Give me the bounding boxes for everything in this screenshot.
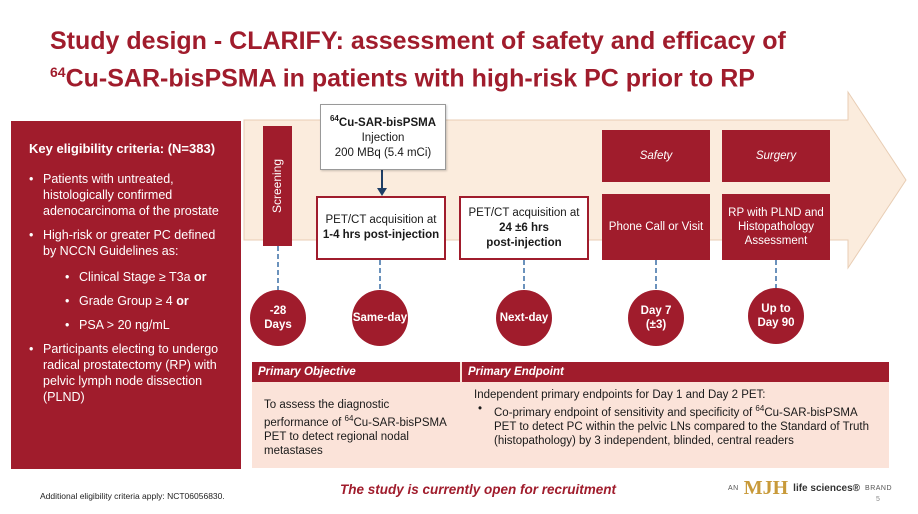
primary-endpoint-text: Independent primary endpoints for Day 1 … xyxy=(474,388,879,448)
eligibility-heading: Key eligibility criteria: (N=383) xyxy=(29,141,216,156)
slide-title: Study design - CLARIFY: assessment of sa… xyxy=(50,26,890,94)
injection-label: Injection xyxy=(361,131,405,144)
eligibility-item-rp: Participants electing to undergo radical… xyxy=(29,341,231,405)
injection-superscript: 64 xyxy=(329,114,339,123)
objective-superscript: 64 xyxy=(344,414,354,423)
pet-box-day1: PET/CT acquisition at 1-4 hrs post-injec… xyxy=(316,196,446,260)
objectives-table: Primary Objective Primary Endpoint To as… xyxy=(252,362,889,468)
primary-objective-text: To assess the diagnostic performance of … xyxy=(264,398,454,458)
eligibility-item-high-risk-text: High-risk or greater PC defined by NCCN … xyxy=(43,228,216,258)
primary-endpoint-header: Primary Endpoint xyxy=(462,362,889,382)
brand-an: AN xyxy=(728,484,739,492)
injection-box: 64Cu-SAR-bisPSMA Injection 200 MBq (5.4 … xyxy=(320,104,446,170)
brand-logo: AN MJH life sciences® BRAND xyxy=(728,476,892,500)
milestone-5-line2: Day 90 xyxy=(757,317,795,329)
mjh-logo-icon: MJH xyxy=(743,476,789,499)
pet-day2-line1: PET/CT acquisition at xyxy=(468,206,580,219)
milestone-1-line2: Days xyxy=(264,319,292,331)
injection-agent: 64Cu-SAR-bisPSMA xyxy=(321,111,445,131)
sub-criterion-grade-text: Grade Group ≥ 4 xyxy=(79,294,177,308)
endpoint-intro: Independent primary endpoints for Day 1 … xyxy=(474,389,766,401)
footnote: Additional eligibility criteria apply: N… xyxy=(40,491,225,501)
pet-box-day2: PET/CT acquisition at 24 ±6 hrs post-inj… xyxy=(459,196,589,260)
injection-agent-name: Cu-SAR-bisPSMA xyxy=(338,116,437,129)
endpoint-text-post: Cu-SAR-bisPSMA PET to detect PC within t… xyxy=(494,406,870,447)
endpoint-bullet: Co-primary endpoint of sensitivity and s… xyxy=(474,402,879,448)
milestone-3-label: Next-day xyxy=(499,312,549,324)
endpoint-text-pre: Co-primary endpoint of sensitivity and s… xyxy=(494,406,756,419)
milestone-next-day: Next-day xyxy=(496,290,552,346)
milestone-4-line1: Day 7 xyxy=(640,305,672,317)
brand-brand: BRAND xyxy=(865,484,893,492)
eligibility-list: Patients with untreated, histologically … xyxy=(29,171,231,405)
milestone-same-day: Same-day xyxy=(352,290,408,346)
milestone-5-line1: Up to xyxy=(761,303,791,315)
eligibility-box: Key eligibility criteria: (N=383) Patien… xyxy=(11,121,241,469)
recruitment-note: The study is currently open for recruitm… xyxy=(340,482,617,497)
eligibility-item-high-risk: High-risk or greater PC defined by NCCN … xyxy=(29,227,231,333)
sub-criterion-stage-text: Clinical Stage ≥ T3a xyxy=(79,270,195,284)
sub-criterion-stage: Clinical Stage ≥ T3a or xyxy=(65,269,231,285)
sub-criterion-grade: Grade Group ≥ 4 or xyxy=(65,293,231,309)
eligibility-sublist: Clinical Stage ≥ T3a or Grade Group ≥ 4 … xyxy=(43,269,231,333)
pet-day2-timing: 24 ±6 hrs xyxy=(499,221,549,234)
pet-day1-line1: PET/CT acquisition at xyxy=(325,214,437,226)
page-number: 5 xyxy=(876,496,880,503)
pet-day2-post: post-injection xyxy=(486,236,562,249)
eligibility-item-untreated: Patients with untreated, histologically … xyxy=(29,171,231,219)
pet-day1-timing: 1-4 hrs post-injection xyxy=(322,229,440,241)
title-line-1: Study design - CLARIFY: assessment of sa… xyxy=(50,27,786,55)
milestone-1-line1: -28 xyxy=(269,305,287,317)
objective-text-pre: To assess the diagnostic performance of xyxy=(264,399,390,429)
surgery-header: Surgery xyxy=(722,130,830,182)
sub-criterion-psa: PSA > 20 ng/mL xyxy=(65,317,231,333)
surgery-body: RP with PLND and Histopathology Assessme… xyxy=(722,194,830,260)
milestone-minus-28-days: -28 Days xyxy=(250,290,306,346)
title-superscript: 64 xyxy=(50,64,66,80)
title-line-2-text: Cu-SAR-bisPSMA in patients with high-ris… xyxy=(65,64,755,93)
safety-body: Phone Call or Visit xyxy=(602,194,710,260)
safety-header: Safety xyxy=(602,130,710,182)
primary-objective-header: Primary Objective xyxy=(252,362,460,382)
sub-criterion-stage-or: or xyxy=(194,270,207,284)
screening-bar: Screening xyxy=(263,126,292,246)
milestone-day-90: Up to Day 90 xyxy=(748,288,804,344)
milestone-4-line2: (±3) xyxy=(645,319,667,331)
milestone-day-7: Day 7 (±3) xyxy=(628,290,684,346)
milestone-2-label: Same-day xyxy=(352,312,408,324)
injection-dose: 200 MBq (5.4 mCi) xyxy=(334,146,432,159)
injection-arrow-head xyxy=(377,188,387,196)
screening-label: Screening xyxy=(270,158,285,214)
title-line-2: 64Cu-SAR-bisPSMA in patients with high-r… xyxy=(50,57,890,94)
endpoint-superscript: 64 xyxy=(755,404,765,413)
objective-text-post: Cu-SAR-bisPSMA PET to detect regional no… xyxy=(264,416,447,457)
brand-life-sciences: life sciences® xyxy=(793,482,861,494)
sub-criterion-grade-or: or xyxy=(176,294,189,308)
